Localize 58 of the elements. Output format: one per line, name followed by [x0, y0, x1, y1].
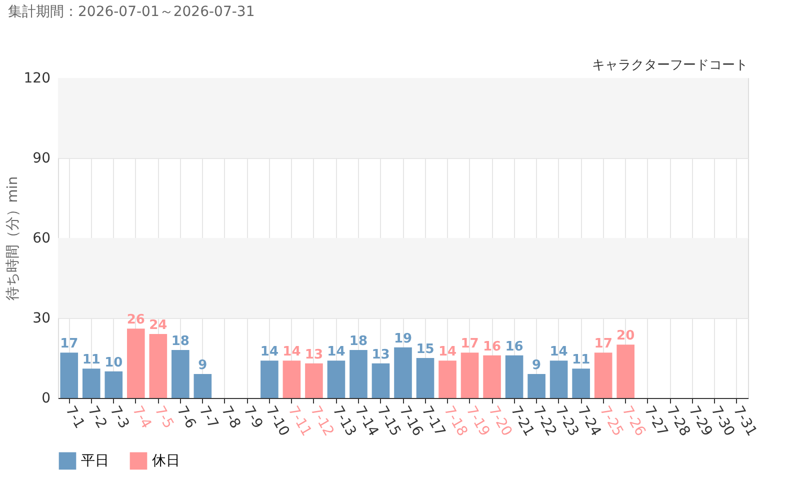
y-axis-title: 待ち時間（分）min: [4, 176, 21, 301]
data-label: 15: [416, 342, 434, 357]
y-tick-label: 30: [32, 310, 50, 326]
bar: [149, 334, 168, 398]
bar: [194, 374, 212, 398]
bar: [438, 360, 456, 398]
bar: [528, 374, 546, 398]
y-tick-label: 90: [32, 150, 50, 166]
y-tick-label: 0: [42, 390, 50, 406]
bar: [416, 358, 434, 398]
bar: [305, 363, 323, 398]
bar: [350, 350, 368, 398]
data-label: 24: [149, 318, 168, 333]
bar: [572, 368, 590, 398]
data-label: 14: [282, 344, 301, 360]
bar: [505, 355, 524, 398]
bar: [60, 352, 78, 398]
bar: [260, 360, 278, 398]
bar: [550, 360, 568, 398]
data-label: 10: [104, 355, 123, 370]
data-label: 14: [260, 344, 278, 360]
data-label: 18: [349, 334, 368, 349]
bar: [127, 328, 145, 398]
data-label: 13: [372, 347, 390, 362]
data-label: 26: [126, 312, 145, 328]
bar: [616, 344, 634, 398]
data-label: 14: [550, 344, 568, 360]
data-label: 16: [505, 339, 524, 354]
data-label: 14: [438, 344, 457, 360]
data-label: 13: [304, 347, 324, 362]
data-label: 11: [572, 352, 590, 368]
chart-title: 集計期間：2026-07-01～2026-07-31: [8, 4, 255, 20]
bar: [172, 350, 190, 398]
bar: [483, 355, 501, 398]
bar: [82, 368, 100, 398]
data-label: 14: [327, 344, 346, 360]
bar: [460, 352, 479, 398]
legend-label: 休日: [152, 452, 180, 469]
y-tick-label: 60: [32, 230, 50, 246]
data-label: 18: [171, 334, 190, 349]
data-label: 17: [60, 336, 78, 352]
bar: [594, 352, 612, 398]
data-label: 17: [594, 336, 612, 352]
y-tick-label: 120: [24, 70, 50, 86]
data-label: 11: [82, 352, 100, 368]
bar: [282, 360, 301, 398]
bar: [327, 360, 346, 398]
data-label: 9: [198, 358, 208, 373]
bar: [372, 363, 390, 398]
bar: [104, 371, 123, 398]
data-label: 19: [394, 331, 412, 346]
bar: [394, 347, 412, 398]
chart-subtitle: キャラクターフードコート: [592, 58, 748, 73]
legend-label: 平日: [81, 452, 109, 469]
data-label: 20: [616, 328, 635, 344]
data-label: 9: [532, 358, 542, 373]
data-label: 17: [460, 336, 479, 352]
data-label: 16: [482, 339, 502, 354]
